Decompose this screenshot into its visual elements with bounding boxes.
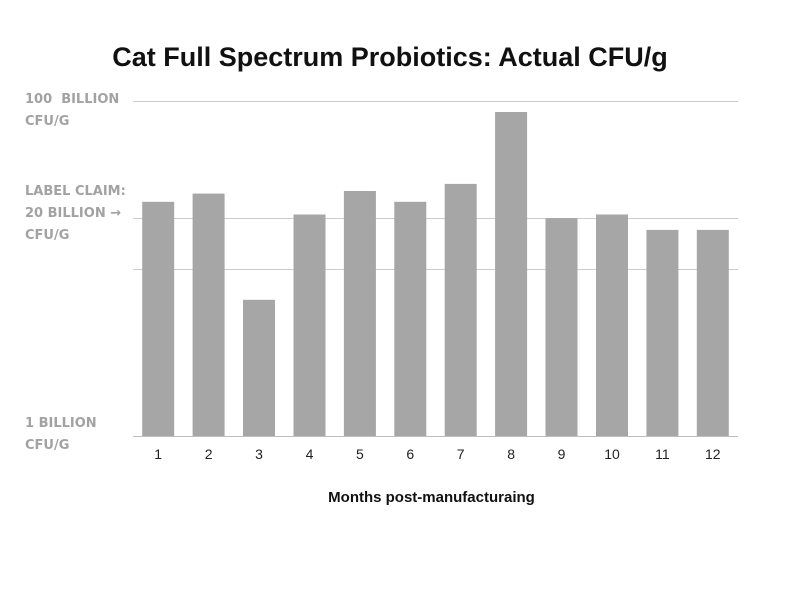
- bar-month-11: [646, 229, 679, 436]
- x-tick-label-1: 1: [154, 446, 162, 462]
- bar-month-9: [545, 218, 578, 436]
- x-tick-label-4: 4: [306, 446, 314, 462]
- y-annotation-100-billion: 100 BILLION CFU/G: [25, 92, 120, 129]
- bar-month-4: [293, 214, 326, 436]
- y-annotation-1-billion: 1 BILLION CFU/G: [25, 416, 97, 453]
- bar-month-8: [495, 112, 528, 436]
- chart-title: Cat Full Spectrum Probiotics: Actual CFU…: [112, 42, 668, 72]
- x-tick-label-10: 10: [604, 446, 620, 462]
- x-tick-label-5: 5: [356, 446, 364, 462]
- bar-month-5: [343, 191, 376, 436]
- bar-month-7: [444, 183, 477, 436]
- bar-month-10: [596, 214, 628, 436]
- x-tick-label-3: 3: [255, 446, 263, 462]
- x-tick-label-12: 12: [705, 446, 721, 462]
- x-tick-label-9: 9: [558, 446, 566, 462]
- bar-month-2: [192, 193, 225, 436]
- x-axis-title: Months post-manufacturaing: [328, 489, 535, 506]
- bar-month-3: [243, 299, 275, 436]
- x-tick-label-7: 7: [457, 446, 465, 462]
- x-tick-label-8: 8: [507, 446, 515, 462]
- x-tick-label-6: 6: [406, 446, 414, 462]
- y-annotation-label-claim: LABEL CLAIM: 20 BILLION → CFU/G: [25, 184, 126, 243]
- bar-month-12: [696, 229, 729, 436]
- bar-month-6: [394, 201, 427, 436]
- x-tick-label-2: 2: [205, 446, 213, 462]
- bar-month-1: [142, 201, 175, 436]
- x-tick-label-11: 11: [655, 446, 670, 462]
